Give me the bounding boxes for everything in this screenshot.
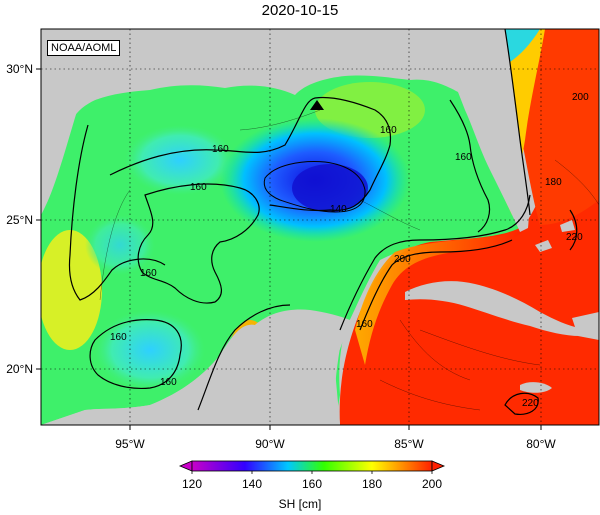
contour-label: 200 [394,254,411,265]
warm-water-east [339,100,599,425]
colorbar-tick-label: 140 [242,477,262,491]
contour-220-east [569,209,578,251]
eddy-core [292,164,368,212]
colorbar-ramp [191,460,433,472]
contour-160-north [109,96,392,212]
credit-label: NOAA/AOML [47,40,121,56]
map-title: 2020-10-15 [261,2,339,19]
lon-tick-label: 85°W [394,437,424,451]
colorbar-tick-label: 120 [182,477,202,491]
west-cool-patch [85,215,155,275]
southwest-cool-eddy [95,310,205,390]
colorbar-tick-label: 180 [362,477,382,491]
minor-contours [99,109,599,411]
contour-label: 160 [110,332,127,343]
contour-200-atlantic [504,29,531,216]
colorbar-title: SH [cm] [278,497,322,511]
central-america-land [290,370,340,425]
lon-tick-label: 90°W [255,437,285,451]
colorbar-tick-label: 200 [422,477,442,491]
jamaica-island [520,382,552,393]
west-warm-patch [41,230,102,350]
colorbar: 120 140 160 180 200 [178,460,446,491]
contour-160-inner [137,183,260,304]
lon-tick-label: 80°W [526,437,556,451]
loop-current-edge [355,228,525,365]
map-border [40,28,600,426]
map-area: 160 160 160 160 160 160 140 160 200 200 … [41,29,599,425]
north-america-coast [41,29,505,215]
contour-180-loop [339,194,531,331]
contour-label: 180 [545,177,562,188]
colorbar-min-arrow [178,460,193,472]
colorbar-tick-label: 160 [302,477,322,491]
lat-tick-label: 20°N [6,362,33,376]
contour-220-south [504,392,539,415]
atlantic-cool-corner [505,29,540,62]
hispaniola-island [572,312,599,340]
graticule [41,29,599,425]
latitude-labels: 30°N 25°N 20°N [6,62,33,376]
contour-label: 220 [566,232,583,243]
contour-label: 200 [572,92,589,103]
contour-160-east [449,99,491,233]
contour-200-loop [359,239,513,331]
contour-label: 160 [455,152,472,163]
contour-label: 160 [356,319,373,330]
contour-label: 160 [212,144,229,155]
lat-tick-label: 30°N [6,62,33,76]
yucatan-land [255,309,350,386]
cuba-island [405,281,580,336]
contour-140 [263,161,366,213]
contour-label-group: 160 160 160 160 160 160 140 160 200 200 … [110,92,589,409]
contour-label: 160 [160,377,177,388]
lat-tick-label: 25°N [6,213,33,227]
bahamas-islands [535,220,575,252]
station-triangle-icon [310,100,324,110]
contour-label: 220 [522,398,539,409]
lon-tick-label: 95°W [115,437,145,451]
axis-ticks [36,68,542,430]
contour-160-west [68,124,166,301]
contour-label: 160 [140,268,157,279]
northwest-cool-eddy [125,125,235,195]
contour-160-south [89,319,182,390]
florida-peninsula [458,29,529,232]
colorbar-max-arrow [431,460,446,472]
contour-label: 160 [380,125,397,136]
contour-label: 160 [190,182,207,193]
longitude-labels: 95°W 90°W 85°W 80°W [115,437,556,451]
contour-label: 140 [330,204,347,215]
